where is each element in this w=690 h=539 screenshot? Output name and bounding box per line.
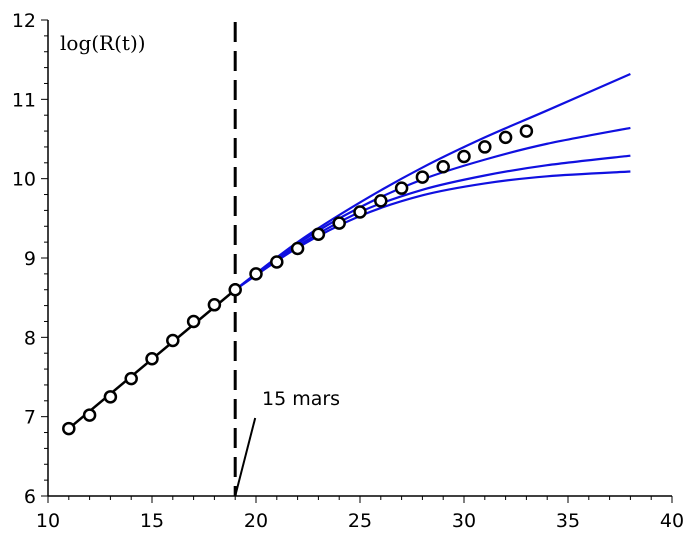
x-tick-label: 40 [660, 510, 684, 532]
data-point [311, 227, 326, 241]
annotation-pointer [234, 417, 257, 497]
y-tick-label: 7 [24, 407, 36, 429]
observed-points [62, 124, 534, 436]
y-tick-label: 10 [12, 169, 36, 191]
model-curve-4 [234, 170, 631, 291]
data-point [332, 216, 346, 230]
data-point [374, 194, 388, 208]
y-tick-label: 12 [12, 10, 36, 32]
x-tick-label: 15 [140, 510, 164, 532]
data-point [498, 130, 513, 145]
y-tick-label: 11 [12, 89, 36, 111]
y-axis-label: log(R(t)) [60, 31, 146, 55]
date-marker [233, 22, 257, 497]
data-point [249, 267, 263, 281]
data-point [436, 160, 450, 174]
data-point [353, 205, 367, 219]
data-point [166, 333, 180, 348]
axes: 10 15 20 25 30 35 40 6 7 8 9 10 11 12 [12, 10, 684, 532]
annotation-label: 15 mars [262, 388, 340, 410]
x-tick-label: 35 [556, 510, 580, 532]
y-tick-label: 9 [24, 248, 36, 270]
y-tick-label: 8 [24, 327, 36, 349]
data-point [415, 170, 430, 184]
data-point [124, 371, 138, 386]
data-point [228, 282, 242, 297]
x-tick-label: 20 [244, 510, 268, 532]
data-point [270, 255, 284, 269]
data-point [186, 314, 201, 329]
data-point [103, 390, 118, 404]
data-point [82, 408, 97, 422]
x-tick-label: 25 [348, 510, 372, 532]
data-point [290, 241, 305, 256]
model-curve-2 [234, 126, 631, 291]
data-point [457, 149, 471, 164]
y-tick-label: 6 [24, 486, 36, 508]
x-tick-label: 10 [36, 510, 60, 532]
data-point [62, 421, 76, 436]
model-curve-1 [234, 72, 631, 291]
data-point [519, 124, 534, 138]
x-tick-label: 30 [452, 510, 476, 532]
model-curves [234, 72, 631, 291]
data-point [145, 352, 159, 366]
data-point [394, 181, 409, 195]
data-point [207, 298, 222, 312]
data-point [478, 140, 492, 154]
